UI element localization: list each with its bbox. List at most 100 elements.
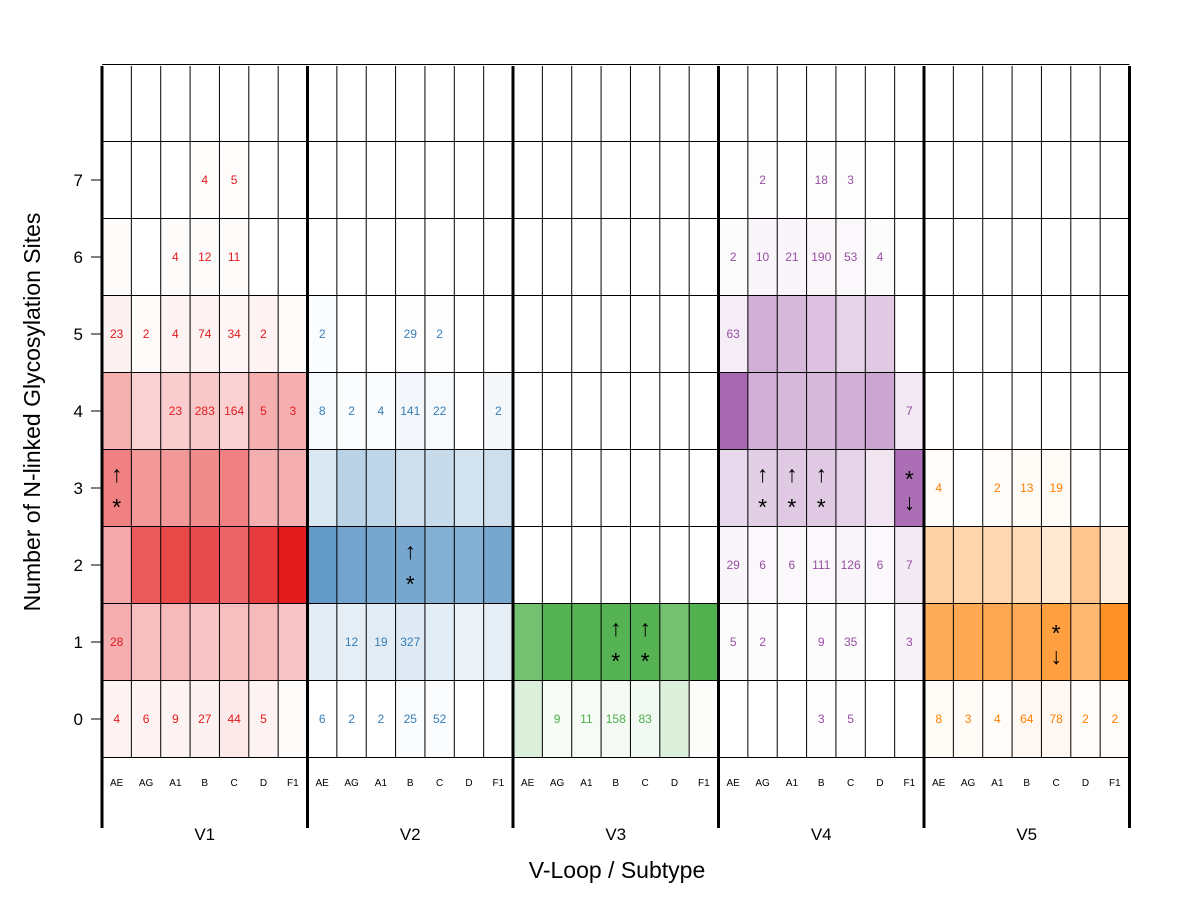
count-labels: 4282362923442728374124441643411555236822… [110, 173, 1118, 726]
subtype-label: C [436, 778, 443, 789]
count-label: 126 [841, 558, 861, 572]
heatmap-cell [1012, 603, 1042, 681]
y-tick-label: 6 [74, 248, 83, 267]
heatmap-cell [953, 526, 983, 604]
y-tick-label: 7 [74, 171, 83, 190]
down-arrow-icon: ↓ [904, 489, 916, 515]
asterisk-marker: * [112, 494, 121, 520]
heatmap-cell [571, 603, 602, 681]
y-tick-label: 2 [74, 556, 83, 575]
y-axis: 0 1 2 3 4 5 6 7 [74, 171, 102, 729]
heatmap-cell [894, 526, 925, 604]
loop-label: V4 [811, 825, 832, 844]
heatmap-cell [219, 449, 249, 527]
asterisk-marker: * [758, 494, 767, 520]
heatmap-cell [835, 449, 866, 527]
heatmap-cell [307, 526, 337, 604]
heatmap-cell [278, 449, 308, 527]
heatmap-cell [513, 680, 543, 758]
count-label: 2 [1111, 712, 1118, 726]
heatmap-cell [395, 603, 425, 681]
heatmap-cell [102, 526, 132, 604]
heatmap-cell [865, 372, 895, 450]
count-label: 2 [1082, 712, 1089, 726]
subtype-label: AG [961, 778, 976, 789]
count-label: 4 [113, 712, 120, 726]
heatmap-cell [865, 526, 895, 604]
count-label: 2 [730, 250, 737, 264]
asterisk-marker: * [1052, 620, 1061, 646]
count-label: 6 [143, 712, 150, 726]
heatmap-cell [483, 449, 514, 527]
up-arrow-icon: ↑ [757, 461, 769, 487]
count-label: 3 [906, 635, 913, 649]
subtype-label: D [671, 778, 678, 789]
count-label: 7 [906, 404, 913, 418]
heatmap-cell [982, 526, 1013, 604]
subtype-label: A1 [786, 778, 799, 789]
up-arrow-icon: ↑ [816, 461, 828, 487]
y-tick-label: 1 [74, 633, 83, 652]
heatmap-cell [454, 603, 484, 681]
asterisk-marker: * [641, 648, 650, 674]
count-label: 23 [110, 327, 124, 341]
heatmap-cell [718, 372, 748, 450]
heatmap-cell [219, 526, 249, 604]
loop-label: V5 [1016, 825, 1037, 844]
heatmap-cell [424, 526, 455, 604]
count-label: 12 [345, 635, 359, 649]
subtype-label: D [465, 778, 472, 789]
heatmap-cell [160, 680, 191, 758]
heatmap-cell [806, 218, 836, 296]
count-label: 11 [580, 712, 593, 726]
subtype-label: A1 [375, 778, 388, 789]
heatmap-cell [278, 603, 308, 681]
heatmap-cell [777, 526, 807, 604]
asterisk-marker: * [611, 648, 620, 674]
count-label: 2 [759, 635, 766, 649]
count-label: 5 [847, 712, 854, 726]
count-label: 4 [935, 481, 942, 495]
subtype-label: C [1053, 778, 1060, 789]
y-tick-label: 3 [74, 479, 83, 498]
heatmap-cell [160, 603, 191, 681]
count-label: 6 [319, 712, 326, 726]
count-label: 7 [906, 558, 913, 572]
heatmap-cell [982, 603, 1013, 681]
count-label: 141 [400, 404, 420, 418]
heatmap-cell [689, 681, 718, 758]
count-label: 4 [877, 250, 884, 264]
subtype-label: AG [550, 778, 565, 789]
x-axis-title: V-Loop / Subtype [529, 857, 705, 883]
count-label: 2 [319, 327, 326, 341]
count-label: 53 [844, 250, 858, 264]
heatmap-cell [102, 603, 132, 681]
heatmap-cell [777, 295, 807, 373]
heatmap-cell [835, 372, 866, 450]
heatmap-cell [747, 372, 778, 450]
subtype-label: AE [316, 778, 330, 789]
count-label: 4 [994, 712, 1001, 726]
count-label: 3 [818, 712, 825, 726]
subtype-label: B [407, 778, 414, 789]
heatmap-cell [190, 449, 220, 527]
count-label: 4 [201, 173, 208, 187]
count-label: 74 [198, 327, 212, 341]
heatmap-cell [747, 218, 778, 296]
count-label: 22 [433, 404, 447, 418]
heatmap-cell [102, 449, 132, 527]
heatmap-cell [131, 449, 161, 527]
count-label: 5 [260, 404, 267, 418]
up-arrow-icon: ↑ [786, 461, 798, 487]
y-tick-label: 0 [74, 710, 83, 729]
heatmap-cell [190, 295, 220, 373]
heatmap-cell [102, 219, 131, 296]
count-label: 34 [227, 327, 241, 341]
heatmap-cell [835, 526, 866, 604]
heatmap-cell [894, 372, 925, 450]
count-label: 3 [289, 404, 296, 418]
count-label: 21 [785, 250, 799, 264]
count-label: 111 [812, 558, 831, 572]
heatmap-cell [571, 680, 602, 758]
heatmap-cells [102, 218, 1130, 758]
